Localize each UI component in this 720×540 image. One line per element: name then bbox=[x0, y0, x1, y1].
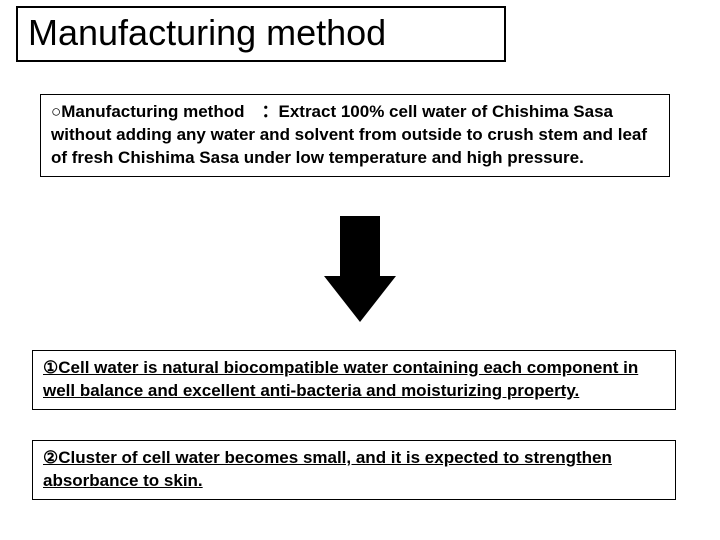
arrow-head bbox=[324, 276, 396, 322]
result-box-1: ①Cell water is natural biocompatible wat… bbox=[32, 350, 676, 410]
title-box: Manufacturing method bbox=[16, 6, 506, 62]
description-box: ○Manufacturing method ：Extract 100% cell… bbox=[40, 94, 670, 177]
down-arrow-icon bbox=[328, 216, 392, 326]
arrow-shaft bbox=[340, 216, 380, 276]
result-box-2: ②Cluster of cell water becomes small, an… bbox=[32, 440, 676, 500]
page-title: Manufacturing method bbox=[28, 12, 386, 53]
result-text-2: ②Cluster of cell water becomes small, an… bbox=[43, 448, 612, 490]
description-label: ○Manufacturing method ： bbox=[51, 102, 278, 121]
result-text-1: ①Cell water is natural biocompatible wat… bbox=[43, 358, 638, 400]
